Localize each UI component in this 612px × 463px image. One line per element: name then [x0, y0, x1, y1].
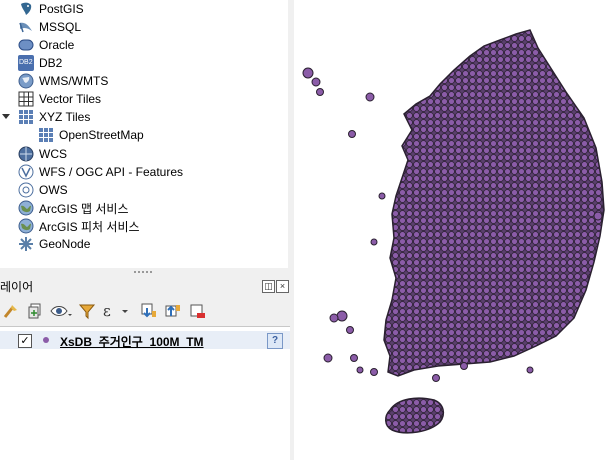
browser-item-label: MSSQL	[39, 20, 82, 34]
island-points	[302, 67, 603, 382]
layers-list: ✓ XsDB_주거인구_100M_TM ?	[0, 326, 290, 461]
browser-item-wfs[interactable]: WFS / OGC API - Features	[18, 163, 183, 181]
browser-item-label: WFS / OGC API - Features	[39, 165, 184, 179]
eye-icon[interactable]	[50, 302, 72, 320]
browser-item-label: Oracle	[39, 38, 75, 52]
arcgis-globe-icon	[18, 200, 34, 216]
splitter-grip-icon	[134, 271, 154, 273]
browser-item-label: ArcGIS 맵 서비스	[39, 201, 129, 216]
style-manager-icon[interactable]	[2, 302, 20, 320]
expand-all-icon[interactable]	[140, 302, 158, 320]
ows-icon	[18, 182, 34, 198]
browser-item-mssql[interactable]: MSSQL	[18, 18, 81, 36]
browser-item-label: OWS	[39, 183, 68, 197]
postgis-icon	[18, 1, 34, 17]
filter-expression-icon[interactable]: ε	[102, 302, 128, 320]
help-icon[interactable]: ?	[267, 333, 283, 349]
db2-icon-text: DB2	[19, 59, 33, 66]
browser-scrollbar[interactable]	[288, 0, 294, 268]
browser-item-label: WCS	[39, 147, 67, 161]
browser-item-arcgis-map[interactable]: ArcGIS 맵 서비스	[18, 199, 129, 217]
browser-item-label: GeoNode	[39, 237, 91, 251]
layers-panel-title: 레이어	[0, 280, 34, 294]
layer-row[interactable]: ✓ XsDB_주거인구_100M_TM ?	[0, 331, 290, 349]
close-panel-icon[interactable]: ×	[276, 280, 289, 293]
point-symbol-icon	[43, 337, 49, 343]
browser-item-label: Vector Tiles	[39, 92, 102, 106]
mssql-icon	[18, 19, 34, 35]
svg-text:ε: ε	[103, 302, 111, 320]
browser-item-label: ArcGIS 피처 서비스	[39, 219, 140, 234]
map-svg	[302, 29, 605, 434]
browser-item-label: XYZ Tiles	[39, 110, 91, 124]
browser-item-label: WMS/WMTS	[39, 74, 109, 88]
browser-item-postgis[interactable]: PostGIS	[18, 0, 84, 18]
browser-item-oracle[interactable]: Oracle	[18, 36, 74, 54]
browser-item-label: PostGIS	[39, 2, 84, 16]
browser-item-label: OpenStreetMap	[59, 128, 144, 142]
browser-item-db2[interactable]: DB2 DB2	[18, 54, 62, 72]
xyz-tiles-icon	[18, 109, 34, 125]
arcgis-globe-icon	[18, 218, 34, 234]
map-canvas[interactable]	[294, 0, 612, 460]
filter-icon[interactable]	[78, 302, 96, 320]
browser-item-geonode[interactable]: GeoNode	[18, 235, 90, 253]
oracle-icon	[18, 37, 34, 53]
remove-layer-icon[interactable]	[188, 302, 206, 320]
expand-arrow-icon[interactable]	[2, 114, 10, 119]
browser-item-openstreetmap[interactable]: OpenStreetMap	[38, 126, 144, 144]
panel-splitter[interactable]	[0, 268, 294, 276]
left-panel: PostGIS MSSQL Oracle DB2 DB2	[0, 0, 294, 461]
browser-item-wcs[interactable]: WCS	[18, 145, 67, 163]
browser-panel: PostGIS MSSQL Oracle DB2 DB2	[0, 0, 289, 269]
float-panel-icon[interactable]: ◫	[262, 280, 275, 293]
mainland-points	[383, 29, 605, 377]
wfs-icon	[18, 164, 34, 180]
collapse-all-icon[interactable]	[164, 302, 182, 320]
geonode-icon	[18, 236, 34, 252]
layer-visibility-checkbox[interactable]: ✓	[18, 334, 32, 348]
xyz-tiles-icon	[38, 127, 54, 143]
layers-toolbar: ε	[0, 296, 294, 326]
browser-item-vector-tiles[interactable]: Vector Tiles	[18, 90, 101, 108]
browser-item-ows[interactable]: OWS	[18, 181, 68, 199]
browser-item-wms[interactable]: WMS/WMTS	[18, 72, 108, 90]
add-group-icon[interactable]	[26, 302, 44, 320]
layer-name[interactable]: XsDB_주거인구_100M_TM	[60, 335, 204, 349]
db2-icon: DB2	[18, 55, 34, 71]
jeju-island-points	[385, 397, 445, 434]
vector-tiles-icon	[18, 91, 34, 107]
wms-globe-icon	[18, 73, 34, 89]
browser-item-label: DB2	[39, 56, 63, 70]
wcs-icon	[18, 146, 34, 162]
browser-item-xyz-tiles[interactable]: XYZ Tiles	[18, 108, 90, 126]
browser-item-arcgis-feature[interactable]: ArcGIS 피처 서비스	[18, 217, 140, 235]
